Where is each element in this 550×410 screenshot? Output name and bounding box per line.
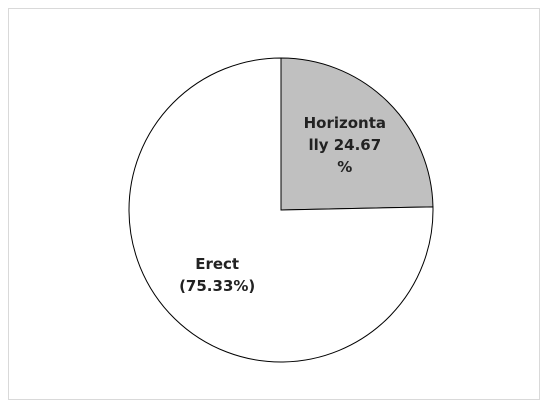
chart-frame bbox=[8, 8, 540, 400]
data-label: Erect (75.33%) bbox=[179, 255, 256, 296]
pie-slice bbox=[280, 57, 434, 211]
pie-slice bbox=[128, 57, 434, 363]
data-label: Horizontally 24.67 % bbox=[303, 113, 387, 176]
